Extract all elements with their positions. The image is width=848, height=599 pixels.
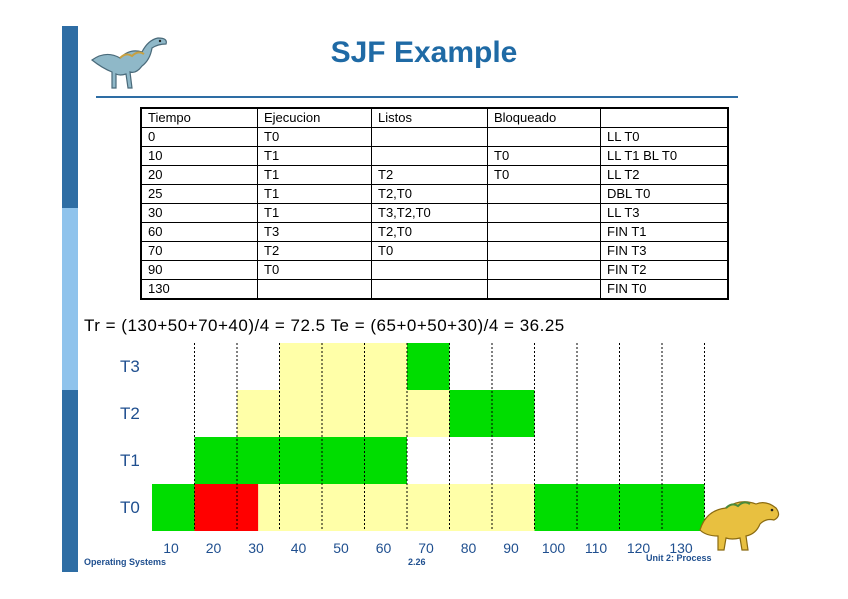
gantt-time-label: 30 <box>248 540 264 556</box>
side-bar-bottom <box>62 390 78 572</box>
gantt-time-label: 40 <box>290 540 307 556</box>
title-divider <box>96 96 738 98</box>
side-bar-middle <box>62 208 78 390</box>
table-row: 10 T1 T0 LL T1 BL T0 <box>140 146 729 166</box>
formula-text: Tr = (130+50+70+40)/4 = 72.5 Te = (65+0+… <box>84 316 565 335</box>
gantt-time-label: 90 <box>503 540 519 556</box>
dinosaur-icon <box>699 501 780 551</box>
gantt-time-label: 20 <box>205 540 222 556</box>
gantt-bar-t2-running <box>449 390 535 437</box>
gantt-task-label: T1 <box>120 451 140 470</box>
process-table: Tiempo Ejecucion Listos Bloqueado 0 T0 LL … <box>140 107 729 300</box>
gantt-bar-t0-blocked <box>194 484 259 531</box>
gantt-time-label: 120 <box>626 540 651 556</box>
gantt-bar-t0-ready <box>258 484 535 531</box>
table-row: 25 T1 T2,T0 DBL T0 <box>140 184 729 204</box>
gantt-task-label: T3 <box>120 357 140 376</box>
gantt-bar-t0-running <box>152 484 195 531</box>
page-title: SJF Example <box>330 36 518 69</box>
gantt-task-label: T2 <box>120 404 140 423</box>
table-cell: LL T3 <box>600 203 729 223</box>
table-row: 30 T1 T3,T2,T0 LL T3 <box>140 203 729 223</box>
table-cell: T0 <box>257 260 372 280</box>
table-cell: FIN T0 <box>600 279 729 300</box>
table-row: 20 T1 T2 T0 LL T2 <box>140 165 729 185</box>
gantt-time-label: 80 <box>460 540 477 556</box>
table-cell: T3,T2,T0 <box>371 203 488 223</box>
table-header-row: Tiempo Ejecucion Listos Bloqueado <box>140 107 729 128</box>
table-cell <box>487 260 601 280</box>
footer-right: Unit 2: Process <box>646 553 712 563</box>
gantt-time-label: 70 <box>418 540 434 556</box>
table-row: 130 FIN T0 <box>140 279 729 300</box>
gantt-bar-t1-running <box>194 437 407 484</box>
gantt-time-label: 50 <box>333 540 349 556</box>
footer-left: Operating Systems <box>84 557 167 567</box>
gantt-time-label: 60 <box>375 540 392 556</box>
gantt-time-label: 130 <box>669 540 693 556</box>
gantt-task-label: T0 <box>120 498 140 517</box>
table-cell: 10 <box>140 146 258 166</box>
side-bar-top <box>62 26 78 208</box>
gantt-time-label: 10 <box>163 540 179 556</box>
table-cell: 130 <box>140 279 258 300</box>
header-ejecucion: Ejecucion <box>257 107 372 128</box>
table-cell: T0 <box>487 146 601 166</box>
gantt-bar-t3-ready <box>279 343 407 390</box>
footer-center: 2.26 <box>408 557 426 567</box>
table-cell <box>487 279 601 300</box>
dinosaur-icon <box>91 37 167 89</box>
gantt-bar-t3-running <box>407 343 450 390</box>
table-cell: FIN T2 <box>600 260 729 280</box>
gantt-time-label: 100 <box>541 540 566 556</box>
table-row: 90 T0 FIN T2 <box>140 260 729 280</box>
gantt-bar-t2-ready <box>237 390 450 437</box>
gantt-time-label: 110 <box>584 540 608 556</box>
